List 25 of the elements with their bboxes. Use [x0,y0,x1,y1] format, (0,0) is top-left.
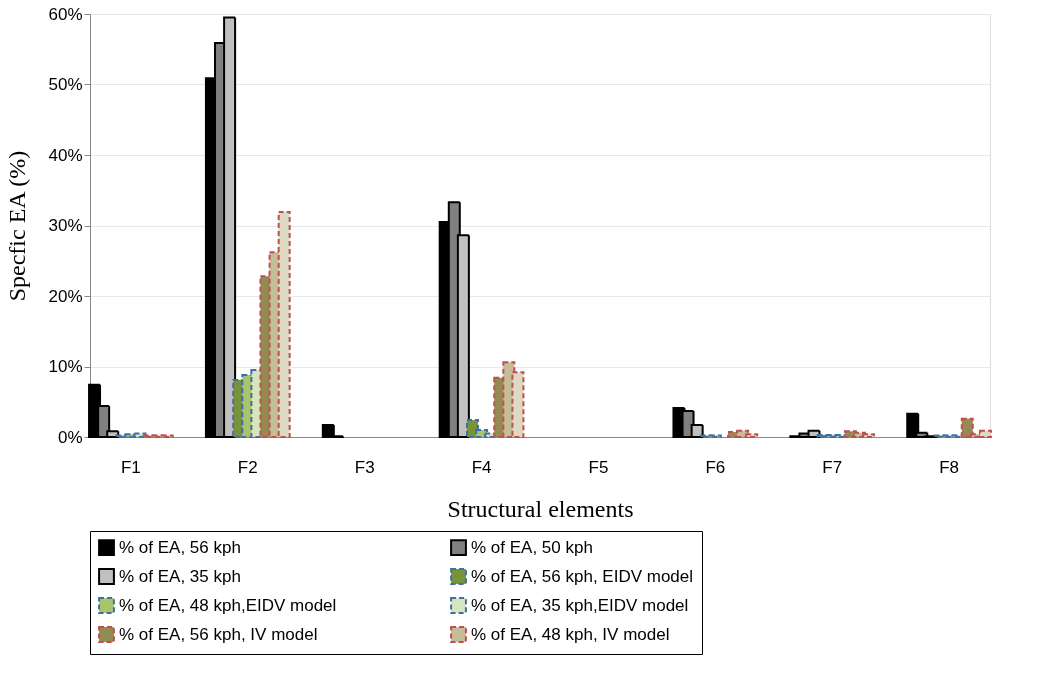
y-tick-label: 0% [57,427,83,447]
legend-label: % of EA, 56 kph [119,537,241,557]
x-tick-label: F5 [588,457,609,477]
legend-label: % of EA, 35 kph [119,566,241,586]
x-tick-label: F2 [237,457,258,477]
x-tick-label: F1 [120,457,141,477]
legend-label: % of EA, 50 kph [471,537,593,557]
x-tick-label: F4 [471,457,492,477]
legend-label: % of EA, 56 kph, IV model [119,624,318,644]
y-tick-label: 50% [48,75,83,94]
x-axis-title: Structural elements [447,495,634,522]
x-tick-label: F6 [705,457,726,477]
y-tick-label: 30% [48,216,83,235]
y-tick-label: 40% [48,145,83,165]
legend-label: % of EA, 48 kph, IV model [471,624,670,644]
y-tick-label: 10% [48,357,83,376]
y-axis-title: Specfic EA (%) [4,150,31,302]
x-tick-label: F8 [939,457,960,477]
y-tick-label: 60% [48,4,83,24]
legend-label: % of EA, 35 kph,EIDV model [471,595,689,615]
x-tick-label: F7 [822,457,843,477]
y-tick-label: 20% [48,286,83,306]
legend-label: % of EA, 48 kph,EIDV model [119,595,337,615]
x-tick-label: F3 [354,457,375,477]
legend-label: % of EA, 56 kph, EIDV model [471,566,694,586]
